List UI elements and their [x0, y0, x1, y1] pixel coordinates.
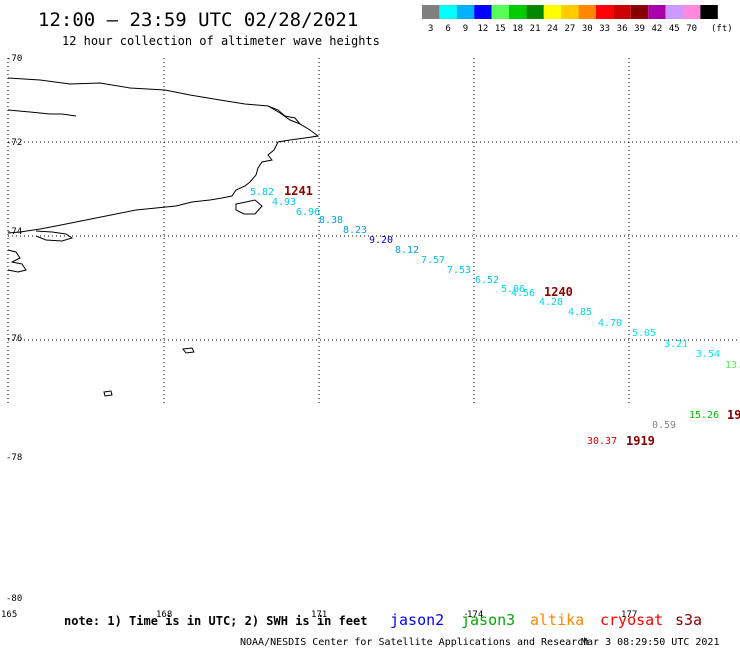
wave-height-label: 13.: [725, 360, 740, 371]
lat-label: -74: [6, 227, 22, 237]
wave-height-label: 4.56: [511, 288, 535, 299]
lat-label: -72: [6, 138, 22, 148]
satellite-name-s3a: s3a: [675, 611, 702, 629]
legend-value-label: 27: [564, 24, 575, 34]
lon-label: 168: [156, 610, 172, 620]
coast-south-arm: [35, 230, 74, 242]
lon-label: 165: [1, 610, 17, 620]
pass-time-label: 1241: [284, 184, 313, 198]
island-small-1: [182, 347, 195, 354]
wave-height-label: 4.28: [539, 297, 563, 308]
legend-value-label: 42: [651, 24, 662, 34]
wave-height-label: 8.12: [395, 245, 419, 256]
legend-swatch: [422, 5, 440, 19]
footer-credit: NOAA/NESDIS Center for Satellite Applica…: [240, 637, 589, 648]
legend-value-label: 6: [445, 24, 450, 34]
legend-swatch: [683, 5, 701, 19]
wave-height-label: 3.54: [696, 349, 720, 360]
legend-swatch: [596, 5, 614, 19]
legend-value-label: 15: [495, 24, 506, 34]
coast-lower-left: [7, 249, 27, 273]
lat-label: -70: [6, 54, 22, 64]
legend-swatch: [491, 5, 509, 19]
wave-height-label: 5.05: [632, 328, 656, 339]
graticule: [7, 58, 740, 406]
wave-height-label: 5.06: [501, 284, 525, 295]
legend-value-label: 39: [634, 24, 645, 34]
wave-height-label: 5.82: [250, 187, 274, 198]
wave-height-observations: 5.82 4.93 6.96 8.38 8.23 9.20 8.12 7.57 …: [250, 187, 740, 447]
footer-timestamp: Mar 3 08:29:50 UTC 2021: [581, 637, 719, 648]
pass-time-label: 19: [727, 408, 740, 422]
coast-northern-edge: [7, 109, 77, 117]
footer-note: note: 1) Time is in UTC; 2) SWH is in fe…: [64, 614, 367, 628]
lon-label: 177: [621, 610, 637, 620]
lat-label: -76: [6, 334, 22, 344]
legend-value-label: 3: [428, 24, 433, 34]
wave-height-label: 6.52: [475, 275, 499, 286]
legend-swatch: [613, 5, 631, 19]
legend-unit: (ft): [711, 24, 733, 34]
wave-height-label: 4.70: [598, 318, 622, 329]
legend-swatch: [665, 5, 683, 19]
lon-label: 174: [467, 610, 483, 620]
map-subtitle: 12 hour collection of altimeter wave hei…: [62, 34, 380, 48]
legend-value-label: 12: [477, 24, 488, 34]
legend-value-label: 33: [599, 24, 610, 34]
legend-value-label: 21: [530, 24, 541, 34]
legend-value-label: 36: [617, 24, 628, 34]
longitude-labels: 165 168 171 174 177: [1, 610, 637, 620]
legend-value-label: 45: [669, 24, 680, 34]
wave-height-label: 6.96: [296, 207, 320, 218]
legend-value-label: 18: [512, 24, 523, 34]
satellite-name-altika: altika: [530, 611, 584, 629]
satellite-name-jason3: jason3: [461, 611, 515, 629]
legend-swatch: [526, 5, 544, 19]
lat-label: -78: [6, 453, 22, 463]
latitude-labels: -70 -72 -74 -76 -78 -80: [6, 54, 22, 604]
legend-swatch: [700, 5, 718, 19]
wave-height-label: 7.57: [421, 255, 445, 266]
wave-height-label: 15.26: [689, 410, 719, 421]
lat-label: -80: [6, 594, 22, 604]
lon-label: 171: [311, 610, 327, 620]
legend-swatch: [439, 5, 457, 19]
legend-value-label: 9: [463, 24, 468, 34]
legend-swatch: [456, 5, 475, 19]
island-small-2: [103, 390, 113, 397]
ice-tongue: [235, 199, 263, 215]
wave-height-label: 7.53: [447, 265, 471, 276]
wave-height-label: 9.20: [369, 235, 393, 246]
satellite-legend: jason2 jason3 altika cryosat s3a: [390, 611, 702, 629]
wave-height-label: 0.59: [652, 420, 676, 431]
coast-inlet: [267, 105, 301, 125]
legend-swatch: [509, 5, 527, 19]
legend-value-label: 70: [686, 24, 697, 34]
wave-height-label: 30.37: [587, 436, 617, 447]
legend-swatch: [578, 5, 596, 19]
wave-height-label: 3.21: [664, 339, 688, 350]
legend-value-label: 30: [582, 24, 593, 34]
legend-swatch: [474, 5, 492, 19]
pass-time-label: 1240: [544, 285, 573, 299]
legend-swatch: [648, 5, 666, 19]
coastline: [7, 77, 320, 397]
victoria-land-coast: [7, 77, 320, 234]
pass-time-labels: 1241 1240 1919 19: [284, 184, 740, 448]
legend-swatch: [561, 5, 579, 19]
legend-swatch: [543, 5, 562, 19]
legend-swatch: [630, 5, 649, 19]
pass-time-label: 1919: [626, 434, 655, 448]
color-legend: 3 6 9 12 15 18 21 24 27 30 33 36 39 42 45 70: [422, 5, 718, 34]
satellite-name-jason2: jason2: [390, 611, 444, 629]
map-title: 12:00 – 23:59 UTC 02/28/2021: [38, 9, 358, 31]
legend-value-label: 24: [547, 24, 558, 34]
wave-height-label: 8.38: [319, 215, 343, 226]
wave-height-label: 4.85: [568, 307, 592, 318]
wave-height-label: 8.23: [343, 225, 367, 236]
satellite-name-cryosat: cryosat: [600, 611, 663, 629]
wave-height-label: 4.93: [272, 197, 296, 208]
